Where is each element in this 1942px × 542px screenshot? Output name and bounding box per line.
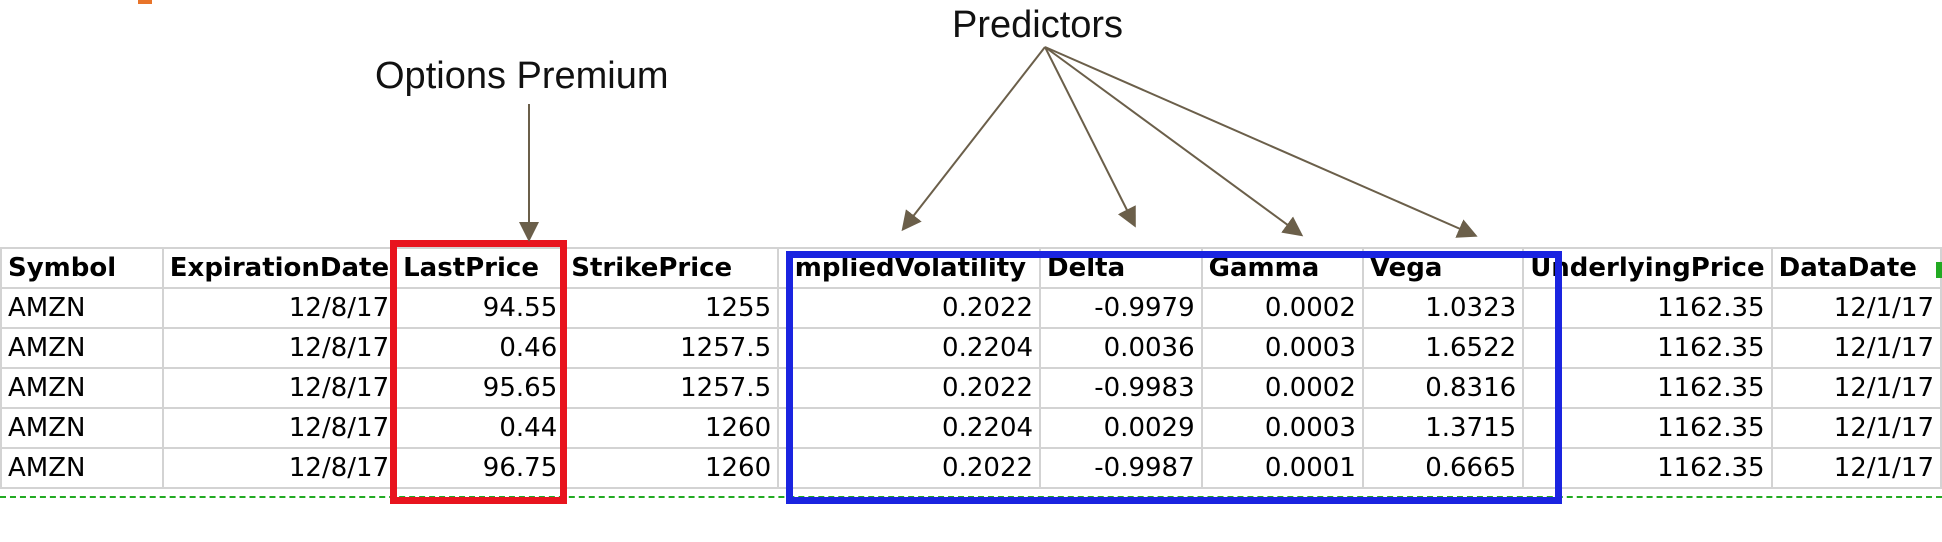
cell-strike-price[interactable]: 1260	[563, 407, 780, 449]
options-premium-label: Options Premium	[375, 55, 669, 97]
corner-mark	[138, 0, 152, 4]
cell-strike-price[interactable]: 1255	[563, 287, 780, 329]
cell-expiration-date[interactable]: 12/8/17	[161, 367, 398, 409]
cell-symbol[interactable]: AMZN	[0, 327, 164, 369]
cell-delta[interactable]: -0.9979	[1039, 287, 1203, 329]
table-row: AMZN 12/8/17 0.46 1257.5 0.2204 0.0036 0…	[0, 327, 1942, 369]
cell-last-price[interactable]: 96.75	[395, 447, 566, 489]
arrow-to-gamma	[1044, 46, 1304, 237]
table-row: AMZN 12/8/17 0.44 1260 0.2204 0.0029 0.0…	[0, 407, 1942, 449]
cell-gamma[interactable]: 0.0002	[1200, 287, 1364, 329]
cell-gamma[interactable]: 0.0003	[1200, 407, 1364, 449]
cell-strike-price[interactable]: 1257.5	[563, 327, 780, 369]
cell-expiration-date[interactable]: 12/8/17	[161, 327, 398, 369]
cell-underlying-price[interactable]: 1162.35	[1522, 407, 1773, 449]
selection-dashed-border	[0, 496, 1942, 498]
cell-underlying-price[interactable]: 1162.35	[1522, 447, 1773, 489]
header-data-date[interactable]: DataDate	[1770, 247, 1942, 289]
cell-vega[interactable]: 1.3715	[1361, 407, 1525, 449]
cell-underlying-price[interactable]: 1162.35	[1522, 327, 1773, 369]
cell-last-price[interactable]: 94.55	[395, 287, 566, 329]
cell-delta[interactable]: 0.0036	[1039, 327, 1203, 369]
cell-implied-volatility[interactable]: 0.2022	[777, 367, 1042, 409]
header-expiration-date[interactable]: ExpirationDate	[161, 247, 398, 289]
cell-data-date[interactable]: 12/1/17	[1770, 367, 1942, 409]
cell-implied-volatility[interactable]: 0.2022	[777, 447, 1042, 489]
header-implied-volatility[interactable]: ImpliedVolatility	[777, 247, 1042, 289]
cell-gamma[interactable]: 0.0002	[1200, 367, 1364, 409]
cell-vega[interactable]: 1.0323	[1361, 287, 1525, 329]
cell-symbol[interactable]: AMZN	[0, 287, 164, 329]
cell-symbol[interactable]: AMZN	[0, 447, 164, 489]
predictors-label: Predictors	[952, 4, 1124, 46]
arrow-to-implied-volatility	[901, 46, 1046, 232]
arrow-to-vega	[1044, 46, 1478, 238]
cell-vega[interactable]: 0.8316	[1361, 367, 1525, 409]
header-vega[interactable]: Vega	[1361, 247, 1525, 289]
cell-last-price[interactable]: 0.46	[395, 327, 566, 369]
cell-strike-price[interactable]: 1260	[563, 447, 780, 489]
header-strike-price[interactable]: StrikePrice	[563, 247, 780, 289]
cell-data-date[interactable]: 12/1/17	[1770, 407, 1942, 449]
cell-symbol[interactable]: AMZN	[0, 407, 164, 449]
cell-last-price[interactable]: 95.65	[395, 367, 566, 409]
cell-implied-volatility[interactable]: 0.2204	[777, 407, 1042, 449]
cell-vega[interactable]: 0.6665	[1361, 447, 1525, 489]
options-table: Symbol ExpirationDate LastPrice StrikePr…	[0, 247, 1942, 489]
cell-gamma[interactable]: 0.0001	[1200, 447, 1364, 489]
cell-expiration-date[interactable]: 12/8/17	[161, 447, 398, 489]
cell-underlying-price[interactable]: 1162.35	[1522, 367, 1773, 409]
header-symbol[interactable]: Symbol	[0, 247, 164, 289]
cell-delta[interactable]: -0.9987	[1039, 447, 1203, 489]
cell-delta[interactable]: -0.9983	[1039, 367, 1203, 409]
cell-gamma[interactable]: 0.0003	[1200, 327, 1364, 369]
cell-implied-volatility[interactable]: 0.2204	[777, 327, 1042, 369]
cell-underlying-price[interactable]: 1162.35	[1522, 287, 1773, 329]
header-last-price[interactable]: LastPrice	[395, 247, 566, 289]
cell-data-date[interactable]: 12/1/17	[1770, 287, 1942, 329]
cell-vega[interactable]: 1.6522	[1361, 327, 1525, 369]
cell-expiration-date[interactable]: 12/8/17	[161, 407, 398, 449]
header-delta[interactable]: Delta	[1039, 247, 1203, 289]
cell-data-date[interactable]: 12/1/17	[1770, 447, 1942, 489]
selection-edge-marker	[1936, 262, 1942, 278]
cell-delta[interactable]: 0.0029	[1039, 407, 1203, 449]
cell-last-price[interactable]: 0.44	[395, 407, 566, 449]
header-gamma[interactable]: Gamma	[1200, 247, 1364, 289]
table-row: AMZN 12/8/17 96.75 1260 0.2022 -0.9987 0…	[0, 447, 1942, 489]
header-row: Symbol ExpirationDate LastPrice StrikePr…	[0, 247, 1942, 289]
header-underlying-price[interactable]: UnderlyingPrice	[1522, 247, 1773, 289]
table-row: AMZN 12/8/17 94.55 1255 0.2022 -0.9979 0…	[0, 287, 1942, 329]
table-row: AMZN 12/8/17 95.65 1257.5 0.2022 -0.9983…	[0, 367, 1942, 409]
cell-expiration-date[interactable]: 12/8/17	[161, 287, 398, 329]
cell-implied-volatility[interactable]: 0.2022	[777, 287, 1042, 329]
cell-data-date[interactable]: 12/1/17	[1770, 327, 1942, 369]
arrow-to-delta	[1044, 46, 1136, 228]
cell-strike-price[interactable]: 1257.5	[563, 367, 780, 409]
cell-symbol[interactable]: AMZN	[0, 367, 164, 409]
